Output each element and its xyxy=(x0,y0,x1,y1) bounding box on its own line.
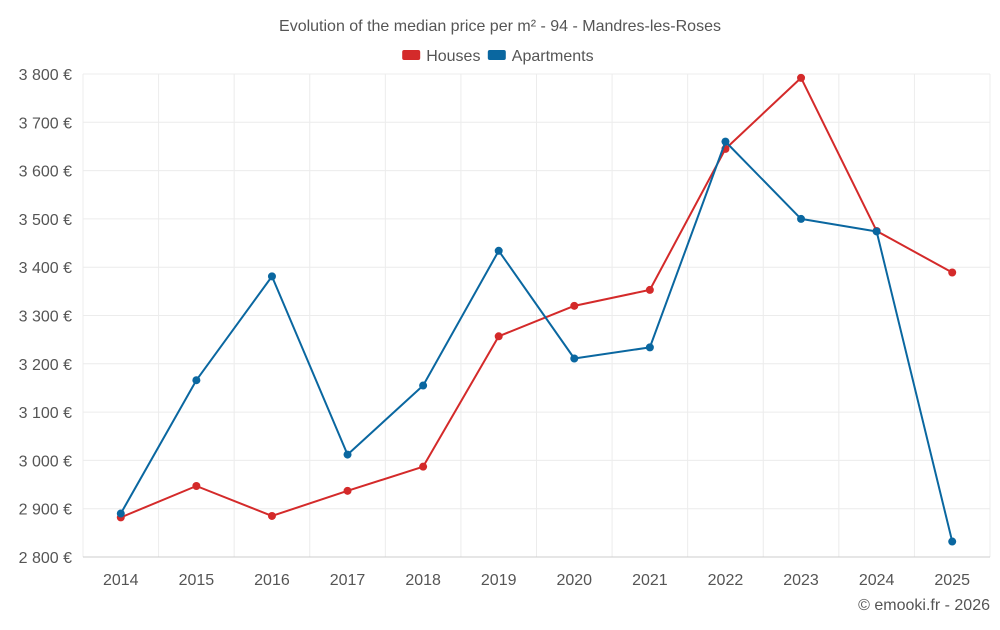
data-point-apartments[interactable] xyxy=(797,214,806,223)
y-tick-label: 3 100 € xyxy=(19,405,72,422)
data-point-apartments[interactable] xyxy=(343,450,352,459)
y-tick-label: 2 800 € xyxy=(19,550,72,567)
y-tick-label: 3 200 € xyxy=(19,357,72,374)
y-tick-label: 3 500 € xyxy=(19,212,72,229)
x-tick-label: 2018 xyxy=(405,572,441,589)
legend-label-houses[interactable]: Houses xyxy=(426,48,480,65)
data-point-houses[interactable] xyxy=(494,332,503,341)
y-tick-label: 3 300 € xyxy=(19,309,72,326)
credit-text: © emooki.fr - 2026 xyxy=(858,597,990,614)
x-tick-label: 2017 xyxy=(330,572,366,589)
legend-label-apartments[interactable]: Apartments xyxy=(512,48,594,65)
x-tick-label: 2019 xyxy=(481,572,517,589)
y-tick-label: 2 900 € xyxy=(19,502,72,519)
data-point-apartments[interactable] xyxy=(419,381,428,390)
x-tick-label: 2023 xyxy=(783,572,819,589)
y-tick-label: 3 600 € xyxy=(19,164,72,181)
data-point-apartments[interactable] xyxy=(570,354,579,363)
legend: Houses Apartments xyxy=(402,48,594,65)
legend-swatch-houses xyxy=(402,50,421,60)
x-axis: 2014 2015 2016 2017 2018 2019 2020 2021 2022 2023… xyxy=(83,556,990,589)
data-point-houses[interactable] xyxy=(797,73,806,82)
data-point-houses[interactable] xyxy=(645,285,654,294)
data-point-apartments[interactable] xyxy=(267,272,276,281)
x-tick-label: 2015 xyxy=(179,572,215,589)
x-tick-label: 2024 xyxy=(859,572,895,589)
y-tick-label: 3 000 € xyxy=(19,453,72,470)
y-tick-label: 3 700 € xyxy=(19,115,72,132)
x-tick-label: 2016 xyxy=(254,572,290,589)
series-line-houses xyxy=(120,76,953,519)
y-axis: 2 800 € 2 900 € 3 000 € 3 100 € 3 200 € 3 300… xyxy=(19,67,72,567)
series-line-apartments xyxy=(119,140,954,542)
data-point-houses[interactable] xyxy=(419,462,428,471)
data-point-houses[interactable] xyxy=(570,301,579,310)
data-point-apartments[interactable] xyxy=(721,137,730,146)
y-tick-label: 3 400 € xyxy=(19,260,72,277)
chart-title: Evolution of the median price per m² - 9… xyxy=(279,18,721,35)
data-point-apartments[interactable] xyxy=(948,537,957,546)
x-tick-label: 2022 xyxy=(708,572,744,589)
data-point-apartments[interactable] xyxy=(116,509,125,518)
data-point-apartments[interactable] xyxy=(494,246,503,255)
y-tick-label: 3 800 € xyxy=(19,67,72,84)
legend-swatch-apartments xyxy=(487,50,506,60)
data-point-houses[interactable] xyxy=(343,486,352,495)
data-point-houses[interactable] xyxy=(948,268,957,277)
x-tick-label: 2020 xyxy=(556,572,592,589)
x-tick-label: 2014 xyxy=(103,572,139,589)
data-point-houses[interactable] xyxy=(267,511,276,520)
x-tick-label: 2021 xyxy=(632,572,668,589)
series-group xyxy=(116,73,957,546)
x-tick-label: 2025 xyxy=(934,572,970,589)
data-point-apartments[interactable] xyxy=(872,227,881,236)
data-point-houses[interactable] xyxy=(192,481,201,490)
grid xyxy=(82,73,991,558)
data-point-apartments[interactable] xyxy=(192,376,201,385)
data-point-apartments[interactable] xyxy=(645,343,654,352)
